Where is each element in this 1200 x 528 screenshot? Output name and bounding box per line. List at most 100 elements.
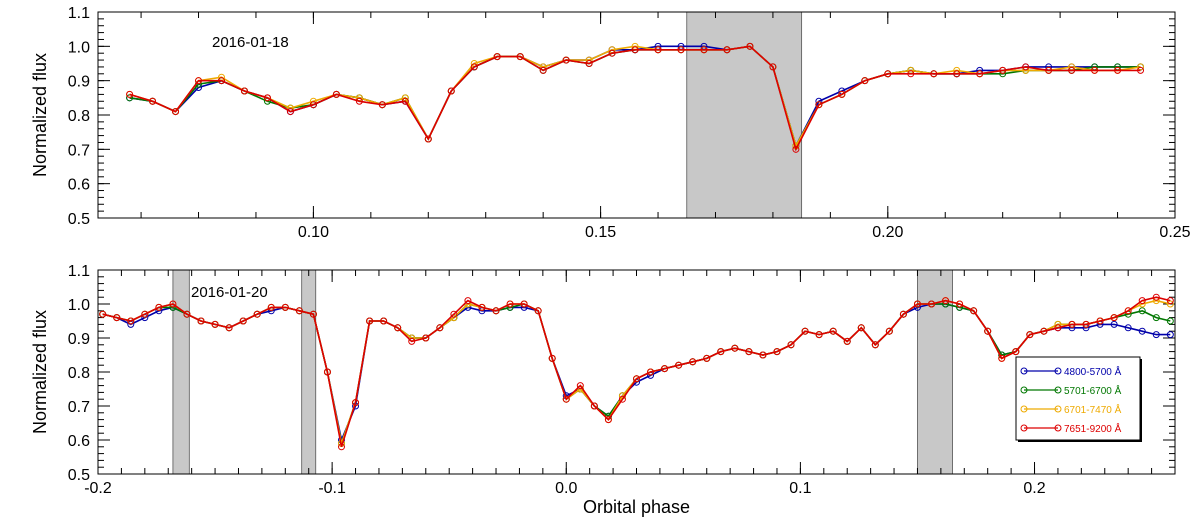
data-point [309, 101, 317, 109]
y-tick-label: 0.8 [68, 365, 90, 382]
data-point [492, 307, 500, 315]
y-axis-label: Normalized flux [30, 310, 50, 434]
data-point [675, 361, 683, 369]
legend-marker [1020, 405, 1028, 413]
data-point [843, 337, 851, 345]
data-point [970, 307, 978, 315]
data-point [1068, 66, 1076, 74]
y-tick-label: 0.6 [68, 177, 90, 194]
data-point [1138, 327, 1146, 335]
data-point [885, 327, 893, 335]
data-point [169, 300, 177, 308]
data-point [281, 303, 289, 311]
data-point [225, 324, 233, 332]
data-point [378, 101, 386, 109]
y-axis-label: Normalized flux [30, 53, 50, 177]
data-point [562, 395, 570, 403]
data-point [1026, 331, 1034, 339]
data-point [548, 354, 556, 362]
data-point [815, 101, 823, 109]
y-tick-label: 0.9 [68, 74, 90, 91]
data-point [337, 443, 345, 451]
data-point [141, 310, 149, 318]
data-point [562, 56, 570, 64]
data-point [633, 375, 640, 383]
data-point [984, 327, 992, 335]
x-tick-label: 0.20 [872, 224, 903, 241]
data-point [470, 63, 478, 71]
data-point [1091, 66, 1099, 74]
panel-1: 0.10 0.15 0.20 0.25 0.5 0.6 0.7 0.8 0.9 1.0 1.1 Nor… [30, 5, 1191, 241]
y-tick-label: 0.6 [68, 433, 90, 450]
series-2 [126, 42, 1145, 150]
panel-2: -0.2 -0.1 0.0 0.1 0.2 0.5 0.6 0.7 0.8 0.9 1.0 1.1 No… [30, 263, 1176, 517]
data-point [1166, 297, 1174, 305]
data-point [1054, 324, 1062, 332]
legend-marker [1054, 386, 1062, 394]
series-1 [99, 300, 1174, 444]
y-tick-label: 0.7 [68, 142, 90, 159]
data-point [394, 324, 402, 332]
data-point [506, 300, 514, 308]
series-line [129, 45, 1141, 148]
data-point [1152, 331, 1160, 339]
data-point [99, 310, 107, 318]
data-point [380, 317, 388, 325]
data-point [1012, 348, 1020, 356]
data-point [263, 94, 271, 102]
data-point [745, 348, 753, 356]
data-point [1138, 297, 1146, 305]
data-point [913, 300, 921, 308]
data-point [211, 320, 219, 328]
data-point [155, 303, 163, 311]
y-tick-label: 0.8 [68, 108, 90, 125]
legend-entry-label: 4800-5700 Å [1064, 365, 1122, 378]
data-point [773, 348, 781, 356]
data-point [267, 303, 275, 311]
data-point [942, 297, 950, 305]
data-point [953, 70, 961, 78]
data-point [240, 87, 248, 95]
data-point [928, 300, 936, 308]
data-point [618, 395, 626, 403]
legend-entry-label: 5701-6700 Å [1064, 384, 1122, 397]
data-point [700, 46, 708, 54]
data-point [801, 327, 809, 335]
data-point [604, 416, 612, 424]
data-point [286, 108, 294, 116]
legend-marker [1054, 424, 1062, 432]
data-point [1068, 320, 1076, 328]
data-point [520, 300, 528, 308]
data-point [815, 331, 823, 339]
data-point [871, 341, 879, 349]
data-point [930, 70, 938, 78]
data-point [422, 334, 430, 342]
data-point [703, 354, 711, 362]
x-tick-label: 0.2 [1023, 480, 1045, 497]
series-4 [126, 42, 1145, 153]
data-point [608, 49, 616, 57]
data-point [661, 365, 669, 373]
data-point [366, 317, 374, 325]
data-point [769, 63, 777, 71]
series-4 [99, 293, 1174, 451]
x-tick-label: 0.15 [585, 224, 616, 241]
data-point [113, 314, 121, 322]
data-point [829, 327, 837, 335]
x-tick-label: 0.0 [555, 480, 577, 497]
y-tick-label: 1.1 [68, 263, 90, 280]
x-tick-label: 0.1 [789, 480, 811, 497]
data-point [792, 145, 800, 153]
y-tick-label: 1.1 [68, 5, 90, 22]
data-point [731, 344, 739, 352]
legend: 4800-5700 Å 5701-6700 Å 6701-7470 Å 7651-92… [1015, 356, 1142, 442]
data-point [1045, 66, 1053, 74]
data-point [884, 70, 892, 78]
data-point [332, 90, 340, 98]
data-point [1082, 320, 1090, 328]
y-tick-label: 0.5 [68, 211, 90, 228]
data-point [899, 310, 907, 318]
data-point [1152, 293, 1160, 301]
data-point [534, 307, 542, 315]
